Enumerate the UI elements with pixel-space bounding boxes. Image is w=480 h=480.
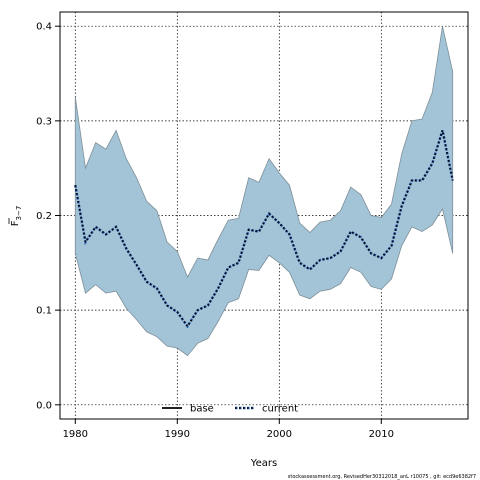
y-tick-label: 0.0 [36, 400, 52, 411]
series-layer [74, 129, 454, 329]
y-axis-title: F3−7 [8, 206, 23, 227]
y-tick-label: 0.1 [36, 306, 52, 317]
x-tick-label: 1980 [63, 429, 88, 440]
series-current-halo [74, 129, 454, 329]
x-tick-label: 1990 [165, 429, 190, 440]
svg-text:F3−7: F3−7 [10, 206, 23, 227]
y-tick-label: 0.4 [36, 22, 52, 33]
y-axis-title-sub: 3−7 [15, 206, 23, 221]
legend-current-label: current [262, 404, 298, 415]
y-tick-label: 0.2 [36, 211, 52, 222]
confidence-band [74, 26, 454, 357]
x-tick-label: 2010 [369, 429, 394, 440]
footnote: stockassessment.org, RevisedHer30312018_… [288, 474, 476, 480]
x-tick-label: 2000 [267, 429, 292, 440]
legend: base current [162, 404, 298, 415]
y-tick-label: 0.3 [36, 116, 52, 127]
y-axis-title-main: F [10, 220, 21, 226]
x-axis: 1980 1990 2000 2010 [63, 419, 394, 440]
y-axis: 0.0 0.1 0.2 0.3 0.4 [36, 22, 60, 411]
legend-base-label: base [190, 404, 214, 415]
x-axis-title: Years [250, 458, 277, 469]
